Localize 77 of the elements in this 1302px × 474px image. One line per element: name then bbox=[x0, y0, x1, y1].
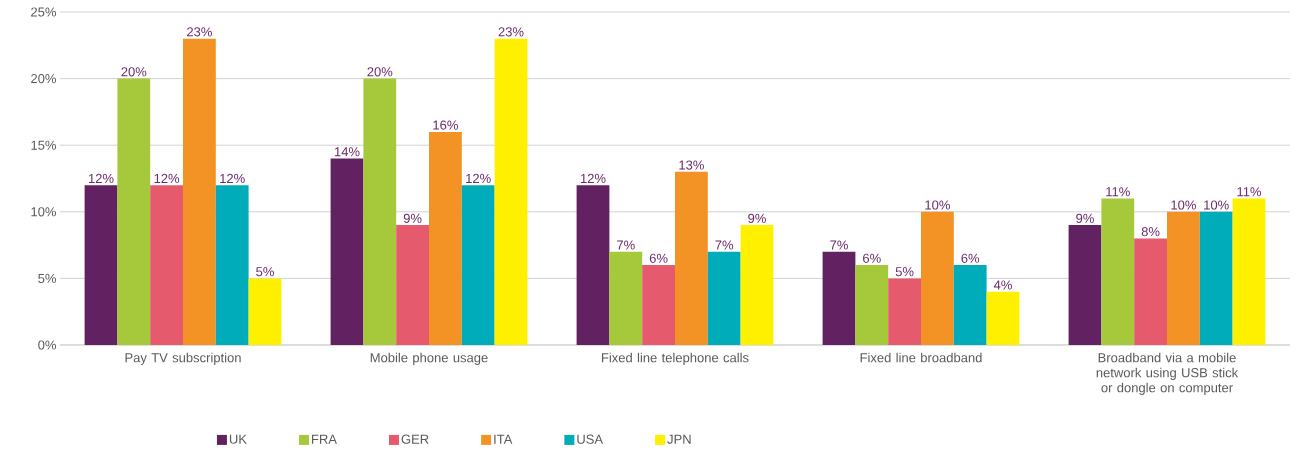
data-label: 11% bbox=[1237, 187, 1262, 197]
bar bbox=[183, 38, 216, 345]
data-label: 11% bbox=[1106, 187, 1130, 197]
bar bbox=[1101, 198, 1135, 345]
y-tick-label: 5% bbox=[38, 273, 57, 283]
bar bbox=[888, 278, 921, 345]
bar bbox=[675, 171, 708, 345]
data-label: 7% bbox=[830, 240, 848, 250]
data-label: 12% bbox=[466, 173, 491, 183]
bar bbox=[1134, 238, 1167, 345]
y-tick-label: 0% bbox=[38, 340, 57, 350]
data-label: 12% bbox=[154, 173, 180, 183]
legend-label: USA bbox=[577, 434, 604, 444]
bar bbox=[248, 278, 282, 345]
data-label: 20% bbox=[121, 67, 147, 77]
bar bbox=[822, 251, 856, 345]
bar bbox=[117, 78, 151, 345]
data-label: 5% bbox=[895, 267, 914, 277]
data-label: 9% bbox=[748, 213, 766, 223]
data-label: 12% bbox=[88, 173, 114, 183]
data-label: 8% bbox=[1141, 227, 1160, 237]
data-label: 10% bbox=[1204, 200, 1229, 210]
bar bbox=[1232, 198, 1266, 345]
data-label: 20% bbox=[367, 67, 393, 77]
legend-label: GER bbox=[401, 434, 429, 444]
legend-label: JPN bbox=[667, 434, 691, 444]
data-label: 9% bbox=[1076, 213, 1094, 223]
data-label: 16% bbox=[433, 120, 458, 130]
y-tick-label: 25% bbox=[31, 7, 57, 17]
bar bbox=[576, 185, 610, 345]
bar bbox=[921, 211, 954, 345]
x-tick-label: Broadband via a mobile network using USB stick or dongle on computer bbox=[1096, 352, 1239, 395]
bar bbox=[642, 265, 675, 345]
data-label: 14% bbox=[334, 147, 360, 157]
bar bbox=[855, 265, 889, 345]
bar bbox=[363, 78, 397, 345]
bar bbox=[1166, 211, 1200, 345]
legend-label: FRA bbox=[312, 434, 337, 444]
bar bbox=[707, 251, 741, 345]
data-label: 6% bbox=[961, 253, 980, 263]
bar bbox=[953, 265, 987, 345]
data-label: 6% bbox=[863, 253, 881, 263]
bar bbox=[494, 38, 528, 345]
bar bbox=[396, 225, 429, 345]
bar bbox=[986, 291, 1020, 345]
bar bbox=[215, 185, 249, 345]
legend-label: UK bbox=[229, 434, 247, 444]
x-tick-label: Fixed line telephone calls bbox=[601, 352, 749, 365]
bar bbox=[84, 185, 118, 345]
data-label: 9% bbox=[403, 213, 422, 223]
x-tick-label: Mobile phone usage bbox=[370, 352, 488, 365]
bar bbox=[330, 158, 364, 345]
data-label: 7% bbox=[617, 240, 635, 250]
bar bbox=[429, 131, 462, 345]
data-label: 12% bbox=[580, 173, 606, 183]
y-tick-label: 15% bbox=[31, 140, 57, 150]
data-label: 7% bbox=[715, 240, 734, 250]
data-label: 12% bbox=[220, 173, 245, 183]
x-tick-label: Fixed line broadband bbox=[860, 352, 982, 363]
data-label: 10% bbox=[1171, 200, 1196, 210]
data-label: 4% bbox=[993, 280, 1012, 290]
bar bbox=[461, 185, 495, 345]
bar bbox=[740, 225, 774, 345]
y-tick-label: 20% bbox=[31, 73, 57, 84]
bar bbox=[609, 251, 643, 345]
legend-label: ITA bbox=[494, 434, 513, 444]
y-tick-label: 10% bbox=[31, 207, 57, 217]
data-label: 23% bbox=[498, 27, 524, 37]
x-tick-label: Pay TV subscription bbox=[125, 352, 241, 365]
data-label: 5% bbox=[256, 267, 274, 277]
bar bbox=[1068, 225, 1102, 345]
data-label: 23% bbox=[187, 27, 212, 37]
data-label: 10% bbox=[925, 200, 950, 210]
data-label: 13% bbox=[679, 160, 704, 170]
bar bbox=[1199, 211, 1233, 345]
bar bbox=[150, 185, 183, 345]
data-label: 6% bbox=[649, 253, 668, 263]
